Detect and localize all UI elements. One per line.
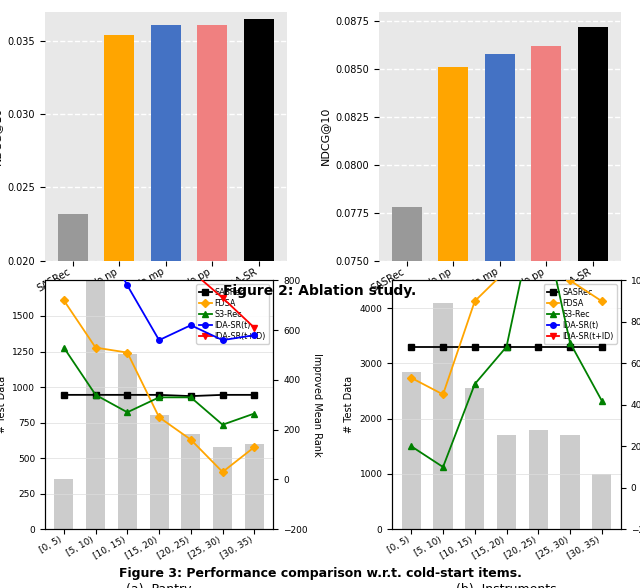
Legend: SASRec, FDSA, S3-Rec, IDA-SR(t), IDA-SR(t+ID): SASRec, FDSA, S3-Rec, IDA-SR(t), IDA-SR(… bbox=[543, 285, 617, 344]
Bar bbox=[54, 479, 74, 529]
Bar bbox=[150, 416, 168, 529]
Bar bbox=[484, 54, 515, 588]
Bar bbox=[561, 435, 580, 529]
Legend: SASRec, FDSA, S3-Rec, IDA-SR(t), IDA-SR(t+ID): SASRec, FDSA, S3-Rec, IDA-SR(t), IDA-SR(… bbox=[196, 285, 269, 344]
Y-axis label: NDCG@10: NDCG@10 bbox=[0, 107, 2, 165]
Bar bbox=[433, 303, 452, 529]
Bar bbox=[392, 207, 422, 588]
Bar bbox=[497, 435, 516, 529]
Bar bbox=[181, 434, 200, 529]
Y-axis label: # Test Data: # Test Data bbox=[0, 376, 6, 433]
Bar bbox=[438, 67, 468, 588]
Bar bbox=[118, 355, 137, 529]
Y-axis label: # Test Data: # Test Data bbox=[344, 376, 354, 433]
Bar bbox=[213, 447, 232, 529]
X-axis label: (b)  Instruments: (b) Instruments bbox=[449, 305, 550, 318]
Bar bbox=[58, 213, 88, 553]
Bar bbox=[197, 25, 227, 553]
Bar bbox=[529, 430, 548, 529]
Bar bbox=[531, 46, 561, 588]
Bar bbox=[402, 372, 421, 529]
X-axis label: (b)  Instruments: (b) Instruments bbox=[456, 583, 557, 588]
Bar bbox=[244, 19, 274, 553]
Bar bbox=[86, 280, 105, 529]
Bar bbox=[465, 388, 484, 529]
Bar bbox=[104, 35, 134, 553]
Text: Figure 2: Ablation study.: Figure 2: Ablation study. bbox=[223, 284, 417, 298]
Y-axis label: NDCG@10: NDCG@10 bbox=[319, 107, 330, 165]
Bar bbox=[150, 25, 181, 553]
X-axis label: (a)  Pantry: (a) Pantry bbox=[133, 305, 198, 318]
Text: Figure 3: Performance comparison w.r.t. cold-start items.: Figure 3: Performance comparison w.r.t. … bbox=[118, 567, 522, 580]
X-axis label: (a)  Pantry: (a) Pantry bbox=[126, 583, 192, 588]
Bar bbox=[592, 474, 611, 529]
Bar bbox=[578, 27, 608, 588]
Bar bbox=[245, 444, 264, 529]
Y-axis label: Improved Mean Rank: Improved Mean Rank bbox=[312, 353, 322, 457]
